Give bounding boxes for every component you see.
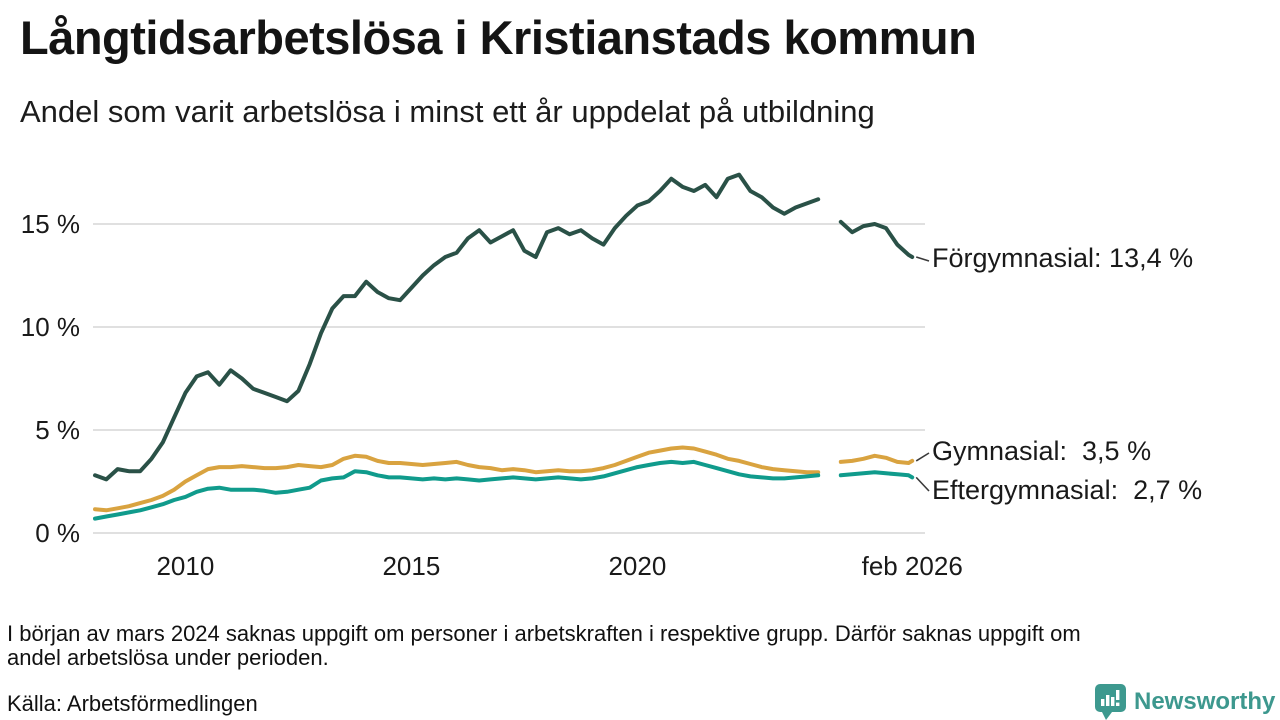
series-label-gymnasial: Gymnasial: 3,5 %: [932, 436, 1152, 466]
newsworthy-wordmark: Newsworthy: [1134, 688, 1276, 715]
series-line-gymnasial: [93, 445, 821, 513]
connector-line: [915, 256, 930, 262]
x-tick-label: 2010: [156, 551, 215, 581]
label-connector-lines: [915, 256, 930, 492]
newsworthy-logo: Newsworthy: [1095, 684, 1275, 720]
y-tick-label: 10 %: [20, 312, 80, 342]
series-line-eftergymnasial: [838, 470, 915, 480]
series-line-förgymnasial: [93, 172, 821, 482]
newsworthy-icon: [1095, 684, 1126, 720]
gridlines: [93, 223, 925, 534]
series-lines: [93, 172, 915, 521]
series-line-förgymnasial: [838, 219, 915, 259]
page-subtitle: Andel som varit arbetslösa i minst ett å…: [20, 94, 875, 129]
series-line-eftergymnasial: [93, 459, 821, 521]
x-tick-label: 2015: [382, 551, 441, 581]
y-tick-label: 0 %: [35, 518, 80, 548]
page-title: Långtidsarbetslösa i Kristianstads kommu…: [20, 11, 977, 64]
series-line-gymnasial: [838, 453, 915, 465]
footnote: I början av mars 2024 saknas uppgift om …: [7, 621, 1081, 670]
y-tick-label: 5 %: [35, 415, 80, 445]
series-label-eftergymnasial: Eftergymnasial: 2,7 %: [932, 475, 1203, 505]
connector-line: [915, 452, 930, 462]
x-tick-label: feb 2026: [861, 551, 963, 581]
connector-line: [915, 476, 930, 492]
y-tick-label: 15 %: [20, 209, 80, 239]
series-label-forgymnasial: Förgymnasial: 13,4 %: [932, 243, 1194, 273]
source-note: Källa: Arbetsförmedlingen: [7, 691, 258, 716]
x-tick-label: 2020: [608, 551, 667, 581]
